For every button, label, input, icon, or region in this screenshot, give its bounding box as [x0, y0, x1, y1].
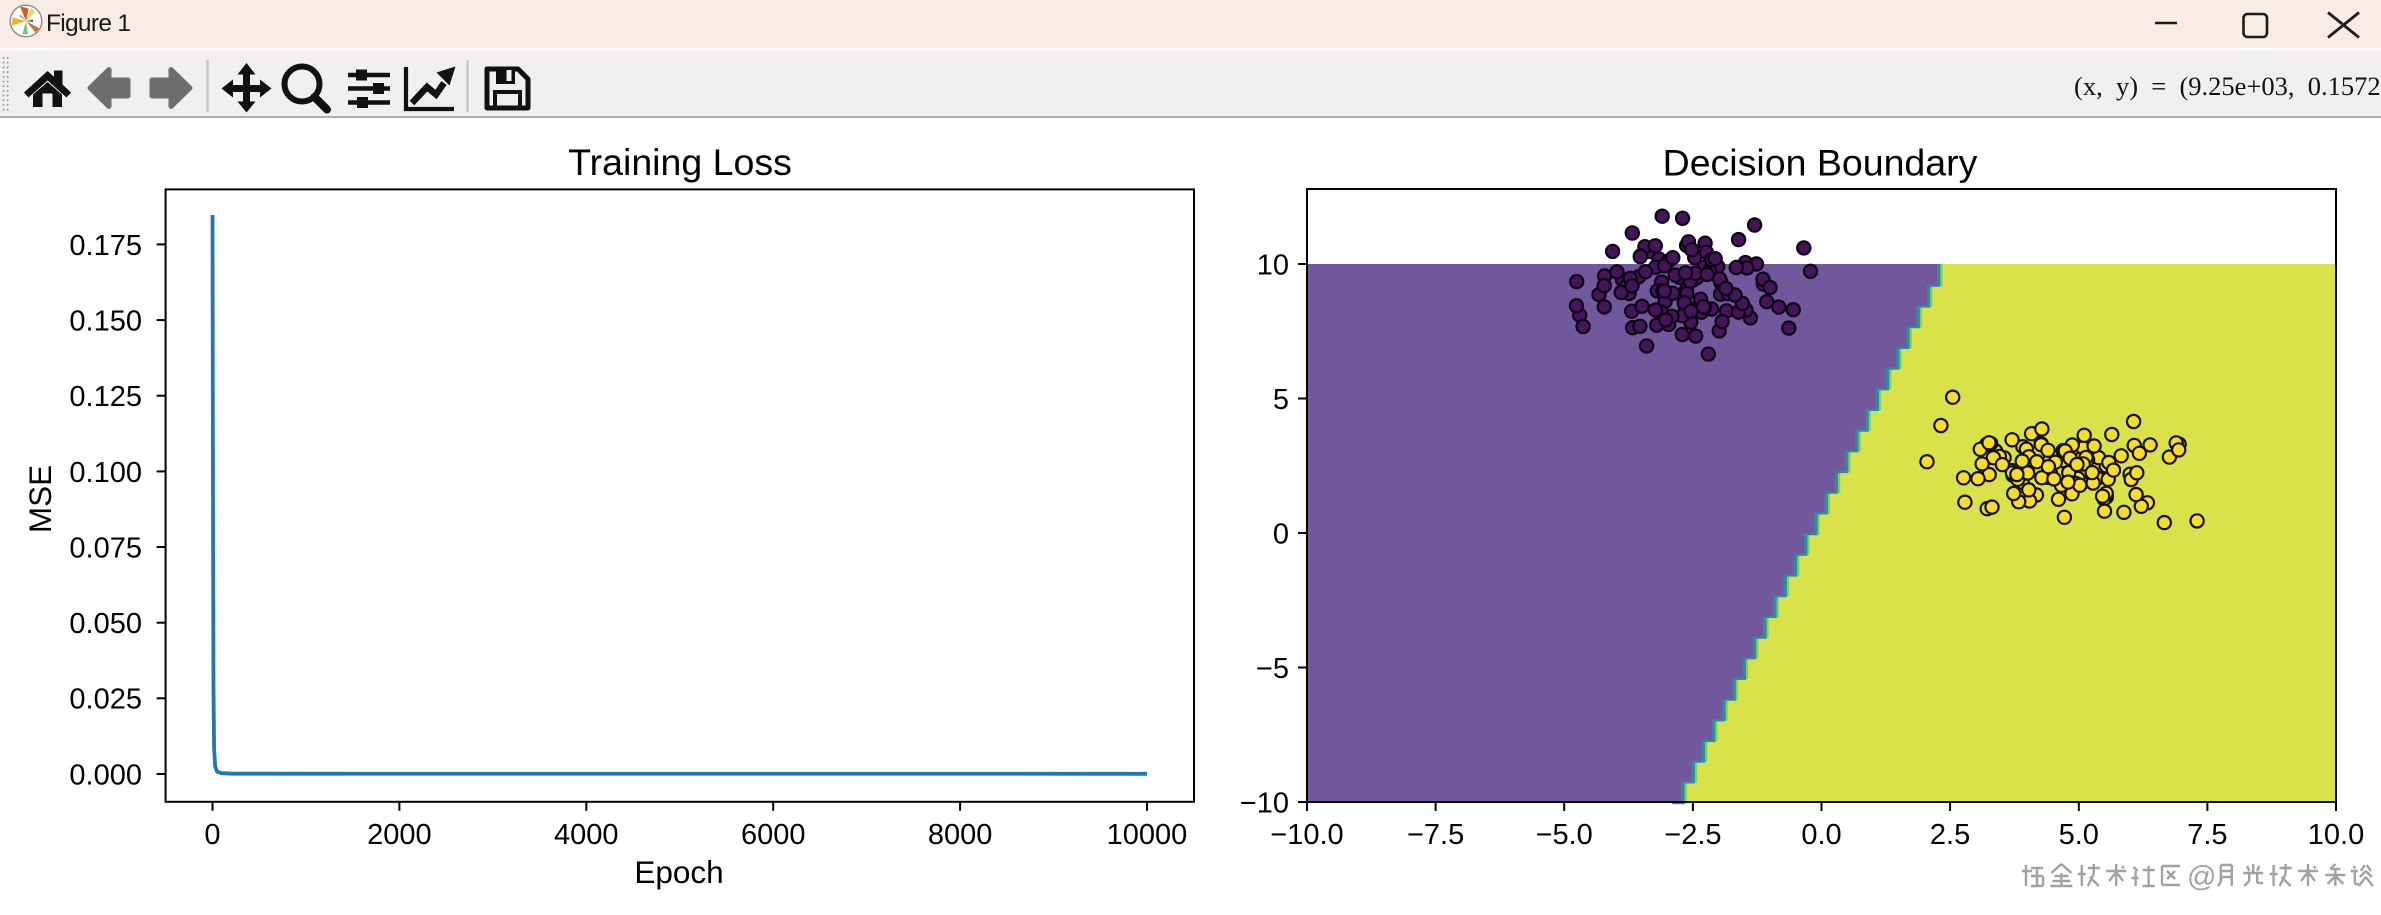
- svg-text:10: 10: [1257, 249, 1289, 281]
- svg-text:6000: 6000: [741, 819, 806, 851]
- svg-text:−10.0: −10.0: [1270, 819, 1343, 851]
- svg-text:0.0: 0.0: [1801, 819, 1841, 851]
- svg-text:−2.5: −2.5: [1664, 819, 1721, 851]
- svg-text:MSE: MSE: [22, 465, 58, 533]
- svg-text:0.175: 0.175: [69, 230, 142, 262]
- svg-text:Decision Boundary: Decision Boundary: [1663, 142, 1978, 184]
- svg-text:7.5: 7.5: [2187, 819, 2227, 851]
- svg-text:Training Loss: Training Loss: [568, 141, 792, 183]
- svg-text:(x, y) = (9.25e+03, 0.1572: (x, y) = (9.25e+03, 0.1572: [2074, 71, 2381, 101]
- svg-text:2000: 2000: [367, 819, 432, 851]
- svg-text:10000: 10000: [1107, 819, 1188, 851]
- svg-text:5.0: 5.0: [2059, 819, 2099, 851]
- svg-text:0: 0: [1273, 518, 1289, 550]
- svg-text:10.0: 10.0: [2308, 819, 2364, 851]
- svg-text:0.125: 0.125: [69, 381, 142, 413]
- svg-text:@: @: [2187, 861, 2216, 893]
- svg-text:−5.0: −5.0: [1536, 819, 1593, 851]
- svg-text:0.150: 0.150: [69, 306, 142, 338]
- svg-text:−5: −5: [1256, 653, 1289, 685]
- svg-text:−10: −10: [1240, 787, 1289, 819]
- svg-text:8000: 8000: [928, 819, 993, 851]
- svg-text:0.025: 0.025: [69, 684, 142, 716]
- svg-text:0.075: 0.075: [69, 532, 142, 564]
- svg-text:4000: 4000: [554, 819, 619, 851]
- svg-text:0.050: 0.050: [69, 608, 142, 640]
- svg-text:2.5: 2.5: [1930, 819, 1970, 851]
- svg-text:0.000: 0.000: [69, 759, 142, 791]
- svg-text:5: 5: [1273, 384, 1289, 416]
- svg-text:Epoch: Epoch: [634, 854, 723, 890]
- svg-text:−7.5: −7.5: [1407, 819, 1464, 851]
- svg-text:0.100: 0.100: [69, 457, 142, 489]
- svg-text:0: 0: [204, 819, 220, 851]
